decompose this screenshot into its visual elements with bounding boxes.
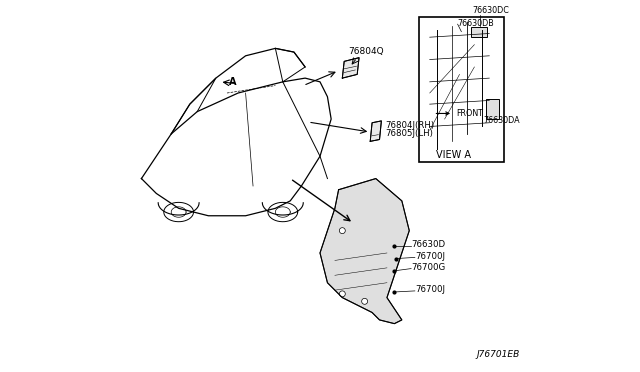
Text: FRONT: FRONT [436, 109, 483, 118]
Text: 76700G: 76700G [411, 263, 445, 272]
Text: 76700J: 76700J [415, 285, 445, 294]
Bar [419, 17, 504, 162]
Text: VIEW A: VIEW A [436, 150, 472, 160]
Polygon shape [370, 121, 381, 141]
Text: 76630DA: 76630DA [484, 116, 520, 125]
Polygon shape [320, 179, 410, 324]
Text: J76701EB: J76701EB [476, 350, 520, 359]
Text: 76630DC: 76630DC [472, 6, 509, 15]
Text: 76804J(RH): 76804J(RH) [385, 121, 434, 130]
Text: 76804Q: 76804Q [348, 47, 383, 56]
Text: 76700J: 76700J [415, 251, 445, 260]
Circle shape [339, 291, 346, 297]
Text: 76630DB: 76630DB [458, 19, 494, 28]
Circle shape [362, 298, 367, 304]
Circle shape [339, 228, 346, 234]
Polygon shape [342, 58, 359, 78]
Bar [486, 99, 499, 119]
Text: 76805J(LH): 76805J(LH) [385, 129, 433, 138]
Text: 76630D: 76630D [411, 240, 445, 249]
Text: A: A [229, 77, 236, 87]
Bar [470, 27, 488, 37]
